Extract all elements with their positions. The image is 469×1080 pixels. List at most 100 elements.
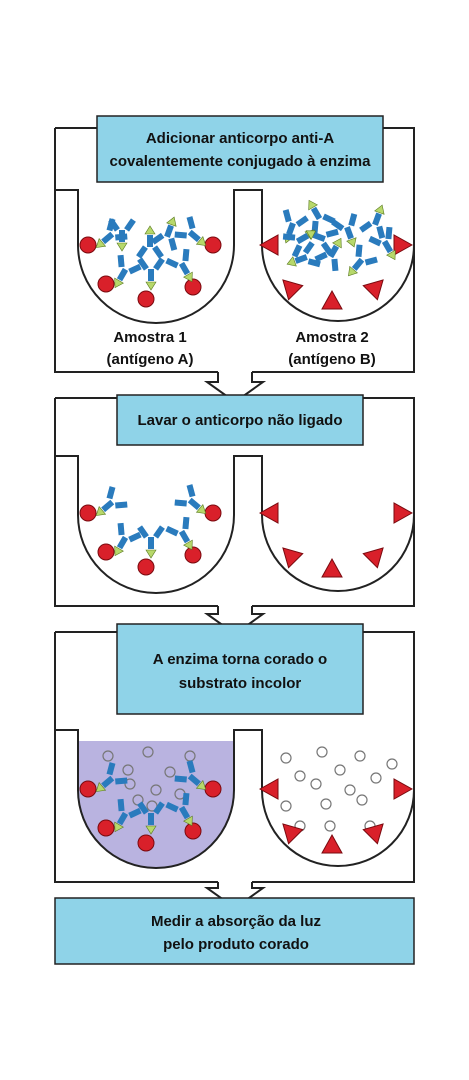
antibody-arm: [186, 760, 196, 774]
antibody-stem: [294, 254, 308, 264]
antibody-arm: [117, 522, 125, 536]
antibody-y-icon: [136, 225, 164, 259]
antigen-b-triangle-icon: [393, 778, 414, 800]
antibody-y-icon: [95, 762, 128, 792]
antibody-arm: [165, 257, 179, 269]
antigen-b-triangle-icon: [321, 557, 343, 578]
antibody-arm: [153, 525, 165, 539]
antibody-arm: [124, 218, 136, 232]
step-box-1: [96, 115, 384, 183]
antibody-stem: [119, 230, 125, 242]
antibody-y-icon: [308, 199, 336, 234]
antibody-stem: [178, 261, 191, 276]
antigen-a-circle-icon: [79, 780, 97, 798]
enzyme-triangle-icon: [144, 225, 156, 235]
antibody-arm: [151, 232, 165, 245]
antibody-arm: [137, 257, 149, 271]
antibody-stem: [178, 529, 191, 544]
antibody-y-icon: [137, 801, 165, 835]
antibody-arm: [117, 798, 125, 812]
antibody-y-icon: [174, 216, 207, 246]
step-3-line-1: A enzima torna corado o: [153, 651, 327, 668]
antibody-arm: [108, 218, 120, 232]
antibody-y-icon: [137, 257, 165, 291]
antibody-stem: [312, 232, 326, 242]
enzyme-triangle-icon: [145, 825, 157, 835]
antibody-arm: [153, 257, 165, 271]
substrate-circle-icon: [122, 764, 134, 776]
antibody-stem: [310, 206, 323, 221]
substrate-circle-icon: [164, 766, 176, 778]
antibody-y-icon: [368, 226, 396, 261]
antigen-b-triangle-icon: [362, 823, 384, 845]
antigen-b-triangle-icon: [282, 547, 304, 569]
substrate-circle-icon: [320, 798, 332, 810]
antibody-stem: [327, 244, 340, 259]
sample-1-contents: [79, 216, 222, 308]
antibody-arm: [174, 499, 187, 507]
antibody-arm: [186, 484, 196, 498]
antibody-y-icon: [114, 254, 142, 289]
antibody-stem: [187, 497, 201, 511]
sample-2-contents: [258, 778, 414, 854]
colored-product: [78, 741, 234, 868]
well-pair-2: [55, 455, 415, 594]
antibody-arm: [128, 263, 142, 275]
antibody-arm: [153, 801, 165, 815]
enzyme-triangle-icon: [145, 281, 157, 291]
enzyme-triangle-icon: [183, 271, 193, 283]
substrate-circle-icon: [280, 752, 292, 764]
antigen-b-shape: [362, 279, 384, 301]
antibody-stem: [187, 229, 201, 243]
antigen-a-circle-icon: [204, 236, 222, 254]
substrate-circle-icon: [334, 764, 346, 776]
antibody-stem: [101, 775, 115, 789]
antibody-y-icon: [314, 237, 342, 272]
sample-1-contents: [79, 760, 222, 852]
antigen-b-triangle-icon: [321, 833, 343, 854]
antigen-b-shape: [258, 778, 279, 800]
antibody-arm: [348, 213, 358, 227]
well-pair-3: [55, 729, 415, 869]
antibody-arm: [136, 245, 148, 259]
antibody-stem: [164, 224, 174, 238]
antibody-y-icon: [108, 218, 136, 252]
antigen-b-triangle-icon: [362, 279, 384, 301]
sample-2-contents: [258, 199, 414, 310]
antibody-arm: [137, 525, 149, 539]
antigen-b-triangle-icon: [282, 823, 304, 845]
antigen-a-circle-icon: [204, 780, 222, 798]
antibody-arm: [182, 516, 190, 530]
step-2-line-1: Lavar o anticorpo não ligado: [137, 412, 342, 429]
antibody-arm: [117, 254, 125, 268]
sample-2-antigen: (antígeno B): [288, 351, 376, 368]
antibody-arm: [115, 777, 128, 785]
antibody-arm: [325, 228, 339, 238]
antibody-arm: [128, 807, 142, 819]
step-4-line-1: Medir a absorção da luz: [151, 913, 321, 930]
enzyme-triangle-icon: [305, 230, 317, 240]
substrate-circle-icon: [142, 746, 154, 758]
enzyme-triangle-icon: [374, 204, 385, 215]
antigen-b-triangle-icon: [258, 502, 279, 524]
substrate-circle-icon: [150, 784, 162, 796]
enzyme-triangle-icon: [95, 781, 107, 792]
substrate-circles: [102, 746, 398, 832]
antibody-arm: [355, 244, 363, 257]
enzyme-triangle-icon: [346, 237, 357, 248]
step-1-line-2: covalentemente conjugado à enzima: [110, 153, 372, 170]
enzyme-triangle-icon: [114, 821, 124, 833]
antigen-b-triangle-icon: [258, 778, 279, 800]
sample-1-name: Amostra 1: [113, 329, 186, 346]
antibody-stem: [101, 499, 115, 513]
enzyme-triangle-icon: [332, 237, 342, 249]
antibody-stem: [187, 773, 201, 787]
antigen-a-circle-icon: [137, 834, 155, 852]
enzyme-triangle-icon: [166, 216, 177, 227]
antigen-b-shape: [393, 234, 414, 256]
substrate-circle-icon: [386, 758, 398, 770]
enzyme-triangle-icon: [114, 277, 124, 289]
antigen-b-shape: [321, 557, 343, 578]
step-box-4: [54, 897, 415, 965]
substrate-circle-icon: [344, 784, 356, 796]
